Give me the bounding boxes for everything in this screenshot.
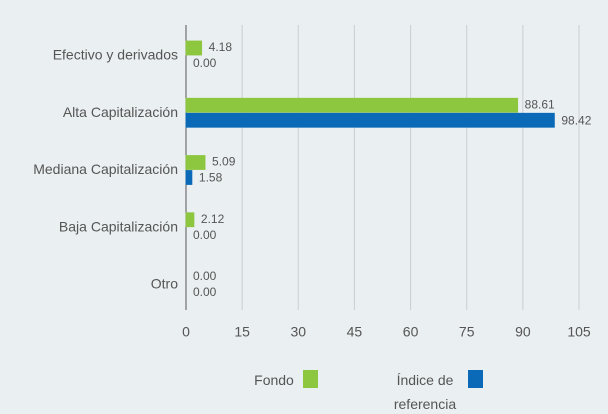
y-tick-label: Efectivo y derivados [53,47,178,63]
y-tick-label: Otro [151,276,178,292]
x-tick-label: 15 [234,324,250,340]
value-label: 0.00 [193,56,217,70]
value-label: 0.00 [193,228,217,242]
bar [185,212,195,228]
bar [185,112,555,128]
x-tick-label: 45 [347,324,363,340]
legend-label: Fondo [254,372,294,388]
x-tick-label: 60 [403,324,419,340]
y-tick-label: Baja Capitalización [59,218,178,234]
value-label: 98.42 [561,113,591,127]
x-tick-label: 90 [515,324,531,340]
value-label: 88.61 [525,97,555,111]
value-label: 2.12 [201,212,225,226]
value-label: 0.00 [193,269,217,283]
y-tick-label: Mediana Capitalización [33,161,178,177]
x-tick-label: 105 [567,324,591,340]
value-label: 0.00 [193,285,217,299]
bar [185,97,519,113]
value-label: 1.58 [199,171,223,185]
x-tick-label: 0 [182,324,190,340]
legend-label: Índice de referencia [393,372,457,412]
x-tick-label: 30 [290,324,306,340]
bar [185,40,203,56]
y-tick-label: Alta Capitalización [63,104,178,120]
value-label: 4.18 [209,40,233,54]
bar [185,155,206,170]
bar [185,170,193,185]
legend-swatch [468,370,483,388]
value-label: 5.09 [212,155,236,169]
legend-swatch [303,370,318,388]
x-tick-label: 75 [459,324,475,340]
